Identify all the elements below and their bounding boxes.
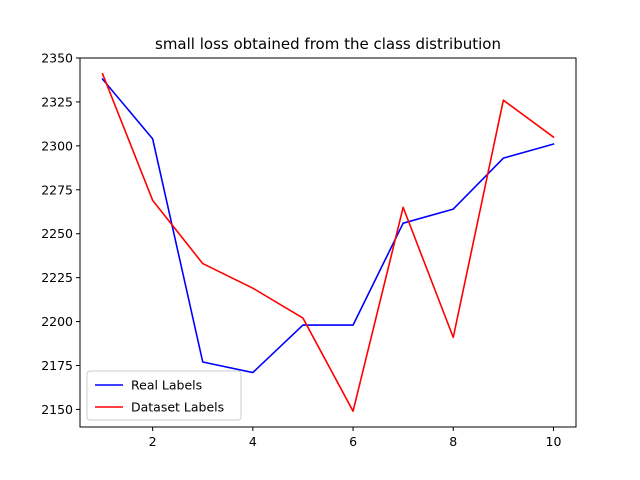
x-tick-label: 2 [149,434,157,449]
chart-title: small loss obtained from the class distr… [155,35,501,53]
plot-area: 2 4 6 8 10 2150 2175 2200 2225 2250 2275 2300 2325 23… [41,51,577,449]
x-tick-label: 10 [546,434,562,449]
y-tick-label: 2325 [41,94,73,109]
series-line-dataset-labels [101,72,555,412]
series-line-real-labels [101,77,555,374]
y-tick-label: 2200 [41,314,73,329]
x-tick-label: 8 [449,434,457,449]
legend-label-real-labels: Real Labels [131,378,202,393]
x-tick-label: 4 [249,434,257,449]
y-tick-label: 2175 [41,358,73,373]
y-tick-label: 2225 [41,270,73,285]
legend-box [86,370,242,421]
y-tick-label: 2250 [41,226,73,241]
y-tick-label: 2150 [41,402,73,417]
y-tick-label: 2300 [41,138,73,153]
legend-label-dataset-labels: Dataset Labels [131,400,224,415]
y-tick-label: 2275 [41,182,73,197]
axes-frame [79,57,577,428]
x-tick-label: 6 [349,434,357,449]
y-tick-label: 2350 [41,51,73,66]
